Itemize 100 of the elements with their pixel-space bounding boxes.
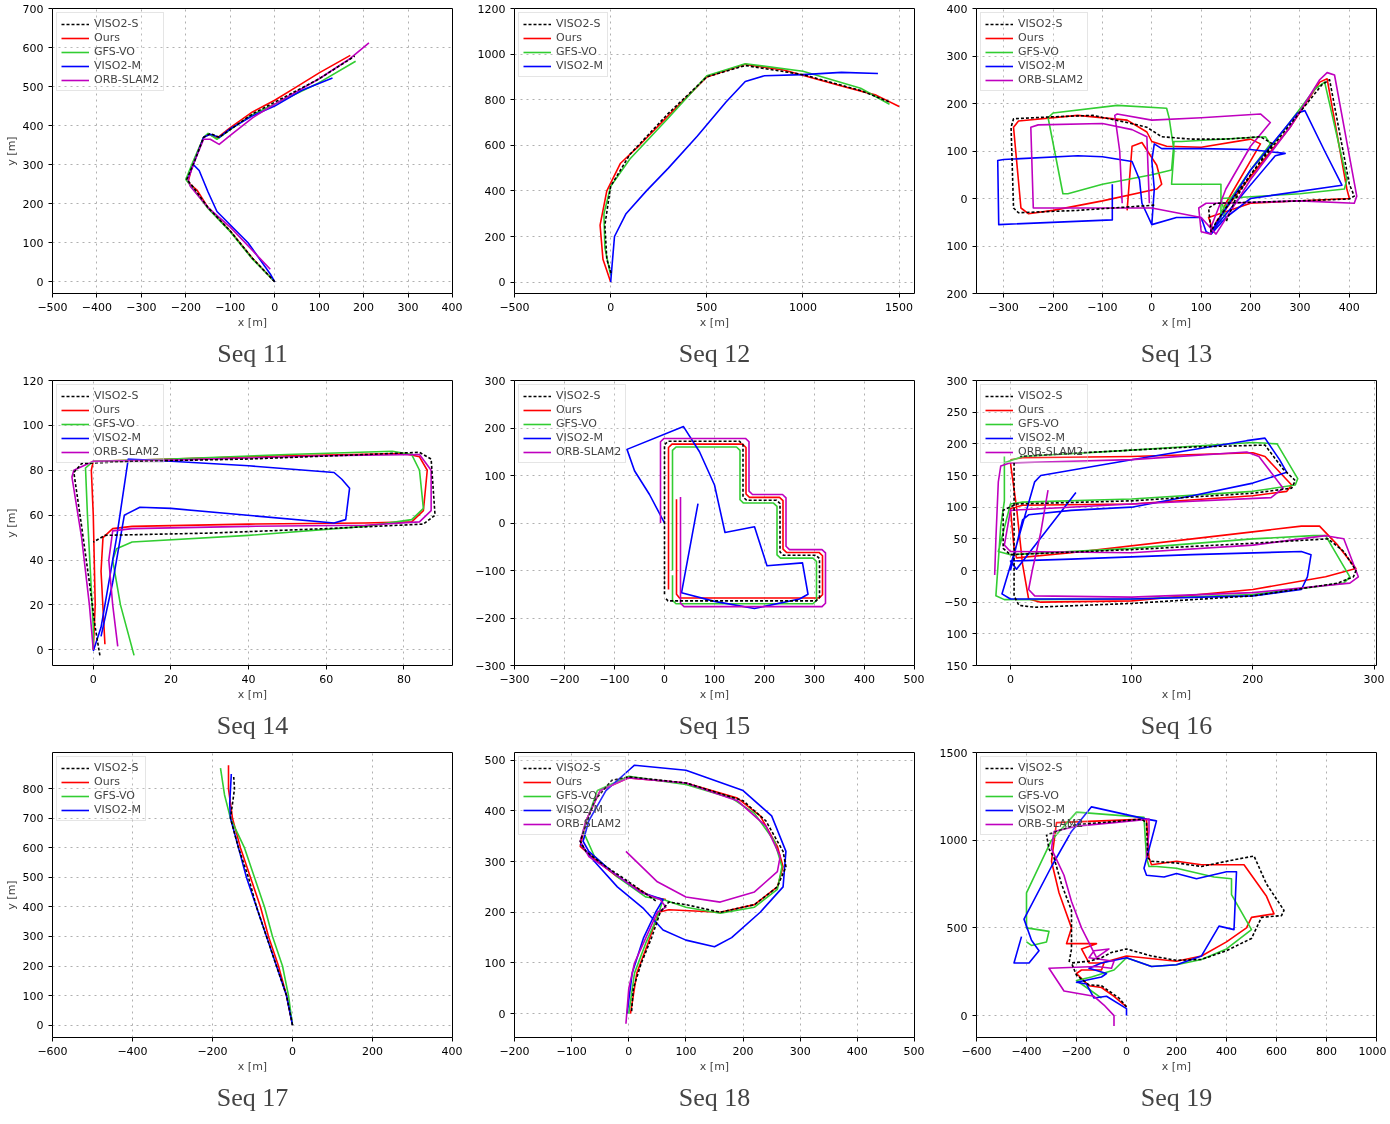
y-tick-label: 400 bbox=[484, 804, 506, 818]
text: Seq 15 bbox=[678, 710, 751, 740]
x-tick-label: 0 bbox=[625, 1044, 633, 1058]
x-axis-title: x [m] bbox=[1161, 1059, 1192, 1073]
legend-label: Ours bbox=[1018, 403, 1044, 416]
x-tick-label: 400 bbox=[441, 1044, 463, 1058]
x-tick-label: 200 bbox=[754, 672, 775, 686]
legend-label: VISO2-S bbox=[1018, 761, 1063, 774]
x-tick-label: 300 bbox=[804, 672, 825, 686]
y-axis-title: y [m] bbox=[4, 508, 18, 538]
legend-label: ORB-SLAM2 bbox=[1018, 73, 1084, 86]
legend-label: GFS-VO bbox=[94, 45, 135, 58]
y-tick-label: 400 bbox=[22, 119, 44, 133]
legend-label: GFS-VO bbox=[556, 417, 597, 430]
y-tick-label: −100 bbox=[475, 564, 506, 578]
legend-label: VISO2-S bbox=[1018, 389, 1063, 402]
y-tick-label: 500 bbox=[22, 80, 44, 94]
x-tick-label: −100 bbox=[556, 1044, 587, 1058]
x-tick-label: −500 bbox=[499, 300, 530, 314]
legend-label: GFS-VO bbox=[556, 45, 597, 58]
y-tick-label: 200 bbox=[22, 197, 44, 211]
y-tick-label: 100 bbox=[946, 145, 968, 158]
legend-label: ORB-SLAM2 bbox=[94, 445, 160, 458]
x-tick-label: 0 bbox=[1123, 1044, 1130, 1058]
y-tick-label: 700 bbox=[22, 812, 44, 826]
x-tick-label: 200 bbox=[1166, 1044, 1187, 1058]
x-tick-label: −200 bbox=[1037, 300, 1069, 314]
y-tick-label: 100 bbox=[484, 956, 506, 970]
x-axis-title: x [m] bbox=[699, 1059, 730, 1073]
x-tick-label: 300 bbox=[1289, 300, 1311, 314]
y-tick-label: 0 bbox=[36, 1019, 44, 1033]
legend-label: VISO2-S bbox=[94, 17, 139, 30]
x-tick-label: 400 bbox=[1338, 300, 1360, 314]
x-tick-label: 100 bbox=[1190, 300, 1212, 314]
text: Seq 13 bbox=[1140, 338, 1213, 368]
y-tick-label: 150 bbox=[946, 469, 968, 483]
y-tick-label: 600 bbox=[22, 841, 44, 855]
y-tick-label: 100 bbox=[946, 501, 968, 515]
x-tick-label: 200 bbox=[732, 1044, 754, 1058]
x-tick-label: −600 bbox=[37, 1044, 68, 1058]
legend-label: GFS-VO bbox=[1018, 45, 1059, 58]
x-tick-label: 200 bbox=[1240, 300, 1262, 314]
legend-label: VISO2-S bbox=[1018, 17, 1063, 30]
x-tick-label: 500 bbox=[903, 672, 925, 686]
x-tick-label: −100 bbox=[215, 300, 246, 314]
y-tick-label: 300 bbox=[946, 50, 968, 63]
y-tick-label: 500 bbox=[484, 754, 506, 768]
legend-label: VISO2-S bbox=[556, 761, 601, 774]
x-tick-label: 0 bbox=[289, 1044, 296, 1058]
y-tick-label: 0 bbox=[960, 1009, 968, 1023]
x-tick-label: 0 bbox=[1148, 300, 1156, 314]
legend-label: ORB-SLAM2 bbox=[556, 445, 622, 458]
x-tick-label: 100 bbox=[308, 300, 330, 314]
legend-label: VISO2-M bbox=[94, 431, 141, 444]
legend-label: VISO2-S bbox=[94, 761, 139, 774]
x-tick-label: 0 bbox=[661, 672, 668, 686]
y-tick-label: −50 bbox=[944, 596, 968, 610]
x-tick-label: −200 bbox=[549, 672, 580, 686]
text: Seq 19 bbox=[1140, 1082, 1213, 1112]
x-axis-title: x [m] bbox=[237, 315, 268, 329]
x-tick-label: −200 bbox=[197, 1044, 228, 1058]
x-tick-label: 0 bbox=[89, 672, 97, 686]
y-tick-label: −300 bbox=[475, 659, 506, 673]
x-tick-label: −400 bbox=[117, 1044, 148, 1058]
x-tick-label: −100 bbox=[1087, 300, 1118, 314]
x-tick-label: 100 bbox=[704, 672, 725, 686]
x-tick-label: −400 bbox=[81, 300, 113, 314]
y-tick-label: 600 bbox=[484, 139, 506, 153]
legend-label: VISO2-M bbox=[1018, 431, 1065, 444]
x-tick-label: 400 bbox=[846, 1044, 868, 1058]
y-tick-label: 120 bbox=[22, 374, 44, 388]
y-tick-label: 100 bbox=[946, 627, 968, 641]
legend-label: Ours bbox=[1018, 31, 1044, 44]
y-tick-label: 200 bbox=[946, 287, 968, 301]
legend-label: Ours bbox=[94, 775, 120, 788]
x-tick-label: 400 bbox=[441, 300, 463, 314]
y-tick-label: 100 bbox=[22, 236, 44, 250]
legend-label: VISO2-M bbox=[94, 59, 141, 72]
y-tick-label: 1200 bbox=[477, 2, 506, 16]
x-tick-label: 200 bbox=[353, 300, 375, 314]
x-tick-label: −600 bbox=[961, 1044, 992, 1058]
y-tick-label: 300 bbox=[22, 930, 44, 944]
text: Seq 17 bbox=[216, 1082, 289, 1112]
y-tick-label: 250 bbox=[946, 406, 968, 420]
legend-label: GFS-VO bbox=[94, 417, 135, 430]
y-tick-label: −200 bbox=[475, 612, 506, 625]
legend-label: Ours bbox=[556, 403, 582, 416]
y-tick-label: 0 bbox=[498, 1007, 506, 1021]
text: Seq 18 bbox=[678, 1082, 751, 1112]
legend-label: GFS-VO bbox=[1018, 417, 1059, 430]
x-tick-label: 800 bbox=[1316, 1044, 1337, 1058]
y-tick-label: 1000 bbox=[477, 48, 506, 62]
y-tick-label: 20 bbox=[29, 598, 44, 612]
x-tick-label: 400 bbox=[1216, 1044, 1237, 1058]
y-tick-label: 0 bbox=[498, 517, 506, 530]
legend-label: Ours bbox=[556, 31, 582, 44]
y-tick-label: 200 bbox=[946, 437, 968, 451]
text: Seq 14 bbox=[216, 710, 289, 740]
y-tick-label: 200 bbox=[946, 97, 968, 111]
x-tick-label: 100 bbox=[1121, 672, 1143, 686]
